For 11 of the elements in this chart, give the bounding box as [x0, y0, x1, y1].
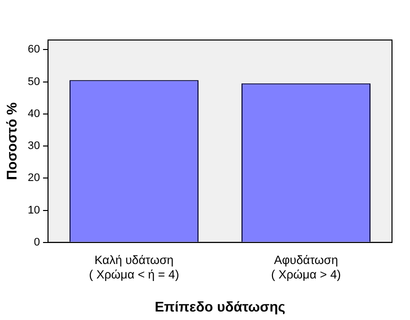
y-tick-label: 10 [28, 204, 40, 216]
y-tick-label: 40 [28, 108, 40, 120]
y-tick-label: 50 [28, 76, 40, 88]
x-axis-title: Επίπεδο υδάτωσης [154, 298, 286, 314]
y-tick-label: 0 [34, 236, 40, 248]
y-tick-label: 60 [28, 44, 40, 56]
y-tick-label: 20 [28, 172, 40, 184]
x-tick-label: Αφυδάτωση ( Χρώμα > 4) [271, 252, 341, 282]
y-axis-title: Ποσοστό % [3, 102, 20, 180]
y-tick-label: 30 [28, 140, 40, 152]
x-tick-label: Καλή υδάτωση ( Χρώμα < ή = 4) [88, 252, 180, 282]
